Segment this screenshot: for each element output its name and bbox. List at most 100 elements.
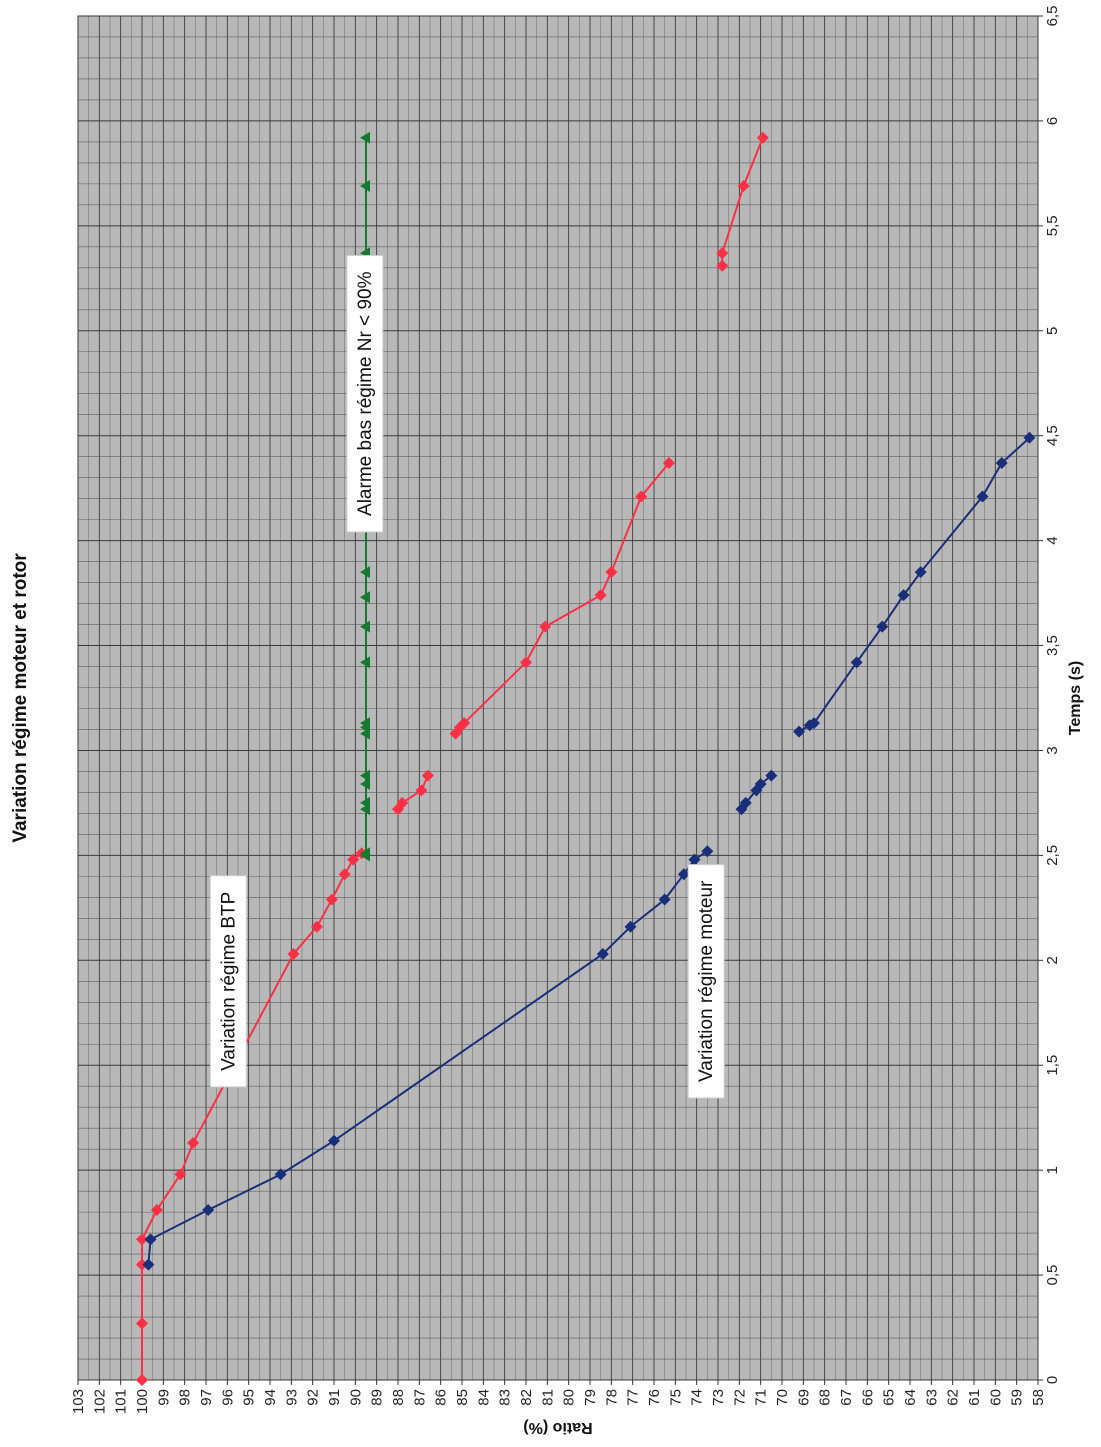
data-point-moteur bbox=[765, 769, 778, 782]
data-point-btp bbox=[187, 1136, 200, 1149]
x-tick-label: 2 bbox=[1044, 956, 1061, 964]
data-point-btp bbox=[396, 796, 409, 809]
data-point-btp bbox=[458, 717, 471, 730]
x-tick-label: 6,5 bbox=[1044, 6, 1061, 27]
data-point-btp bbox=[756, 131, 769, 144]
data-point-moteur bbox=[688, 853, 701, 866]
y-tick-label: 64 bbox=[902, 1389, 919, 1406]
y-tick-label: 83 bbox=[497, 1389, 514, 1406]
x-tick-label: 5 bbox=[1044, 327, 1061, 335]
y-tick-label: 65 bbox=[881, 1389, 898, 1406]
y-tick-label: 61 bbox=[966, 1389, 983, 1406]
data-point-moteur bbox=[793, 725, 806, 738]
data-point-btp bbox=[605, 566, 618, 579]
y-tick-label: 78 bbox=[603, 1389, 620, 1406]
y-tick-label: 73 bbox=[710, 1389, 727, 1406]
data-point-btp bbox=[150, 1204, 163, 1217]
x-tick-label: 3,5 bbox=[1044, 635, 1061, 656]
y-tick-label: 99 bbox=[155, 1389, 172, 1406]
y-tick-label: 75 bbox=[667, 1389, 684, 1406]
y-tick-label: 62 bbox=[945, 1389, 962, 1406]
data-point-alarme bbox=[360, 778, 370, 791]
x-tick-label: 4 bbox=[1044, 536, 1061, 544]
data-point-btp bbox=[716, 259, 729, 272]
data-point-btp bbox=[136, 1374, 148, 1386]
y-tick-label: 66 bbox=[859, 1389, 876, 1406]
y-tick-label: 70 bbox=[774, 1389, 791, 1406]
annotation-0: Variation régime BTP bbox=[209, 875, 247, 1088]
y-tick-label: 96 bbox=[219, 1389, 236, 1406]
y-tick-label: 91 bbox=[326, 1389, 343, 1406]
data-point-moteur bbox=[808, 717, 820, 730]
y-tick-label: 95 bbox=[241, 1389, 258, 1406]
data-point-moteur bbox=[754, 778, 767, 791]
chart-title: Variation régime moteur et rotor bbox=[10, 553, 31, 843]
y-tick-label: 94 bbox=[262, 1389, 279, 1406]
y-tick-label: 84 bbox=[475, 1389, 492, 1406]
data-point-btp bbox=[415, 784, 428, 797]
y-tick-label: 103 bbox=[70, 1389, 87, 1414]
annotations: Variation régime BTP Variation régime mot… bbox=[209, 254, 725, 1099]
y-tick-label: 71 bbox=[753, 1389, 770, 1406]
y-tick-label: 100 bbox=[134, 1389, 151, 1414]
y-tick-label: 63 bbox=[923, 1389, 940, 1406]
data-point-alarme bbox=[360, 179, 370, 192]
annotation-text: Variation régime BTP bbox=[218, 892, 239, 1071]
data-point-alarme bbox=[360, 847, 370, 860]
data-point-moteur bbox=[624, 920, 637, 933]
y-tick-label: 85 bbox=[454, 1389, 471, 1406]
x-tick-label: 1 bbox=[1044, 1166, 1061, 1174]
data-point-alarme bbox=[360, 796, 370, 809]
data-point-moteur bbox=[596, 948, 609, 961]
data-point-moteur bbox=[677, 868, 690, 881]
data-point-moteur bbox=[739, 796, 752, 809]
y-tick-label: 88 bbox=[390, 1389, 407, 1406]
data-point-alarme bbox=[360, 717, 370, 730]
data-point-moteur bbox=[328, 1134, 340, 1147]
x-tick-label: 6 bbox=[1044, 117, 1061, 125]
data-point-btp bbox=[325, 893, 338, 906]
y-tick-label: 58 bbox=[1030, 1389, 1047, 1406]
y-tick-label: 101 bbox=[113, 1389, 130, 1414]
data-point-btp bbox=[338, 868, 351, 881]
y-tick-label: 76 bbox=[646, 1389, 663, 1406]
data-point-btp bbox=[136, 1258, 148, 1271]
series-line-btp bbox=[721, 137, 764, 266]
data-point-btp bbox=[662, 456, 675, 469]
y-tick-label: 102 bbox=[91, 1389, 108, 1414]
data-point-moteur bbox=[976, 490, 989, 503]
y-axis-label: Ratio (%) bbox=[523, 1419, 592, 1436]
data-point-btp bbox=[174, 1168, 187, 1181]
data-point-btp bbox=[594, 589, 607, 602]
data-point-moteur bbox=[897, 589, 910, 602]
data-point-moteur bbox=[914, 566, 927, 579]
x-tick-label: 3 bbox=[1044, 746, 1061, 754]
data-point-moteur bbox=[1023, 431, 1036, 444]
annotation-box bbox=[346, 254, 384, 533]
y-tick-label: 67 bbox=[838, 1389, 855, 1406]
y-tick-label: 74 bbox=[689, 1389, 706, 1406]
data-point-btp bbox=[136, 1317, 148, 1330]
data-point-btp bbox=[539, 620, 552, 633]
data-point-moteur bbox=[701, 845, 714, 858]
annotation-text: Alarme bas régime Nr < 90% bbox=[355, 271, 376, 516]
annotation-1: Variation régime moteur bbox=[687, 864, 725, 1099]
y-tick-label: 93 bbox=[283, 1389, 300, 1406]
y-tick-label: 72 bbox=[731, 1389, 748, 1406]
x-tick-label: 0 bbox=[1044, 1376, 1061, 1384]
x-tick-label: 1,5 bbox=[1044, 1055, 1061, 1076]
data-point-btp bbox=[520, 656, 532, 669]
data-point-alarme bbox=[360, 656, 370, 669]
y-tick-label: 69 bbox=[795, 1389, 812, 1406]
y-tick-label: 81 bbox=[539, 1389, 556, 1406]
y-tick-label: 97 bbox=[198, 1389, 215, 1406]
y-tick-label: 92 bbox=[305, 1389, 322, 1406]
data-point-btp bbox=[287, 948, 300, 961]
y-tick-label: 79 bbox=[582, 1389, 599, 1406]
y-tick-label: 60 bbox=[987, 1389, 1004, 1406]
x-tick-label: 2,5 bbox=[1044, 845, 1061, 866]
data-point-moteur bbox=[658, 893, 671, 906]
data-point-alarme bbox=[360, 620, 370, 633]
